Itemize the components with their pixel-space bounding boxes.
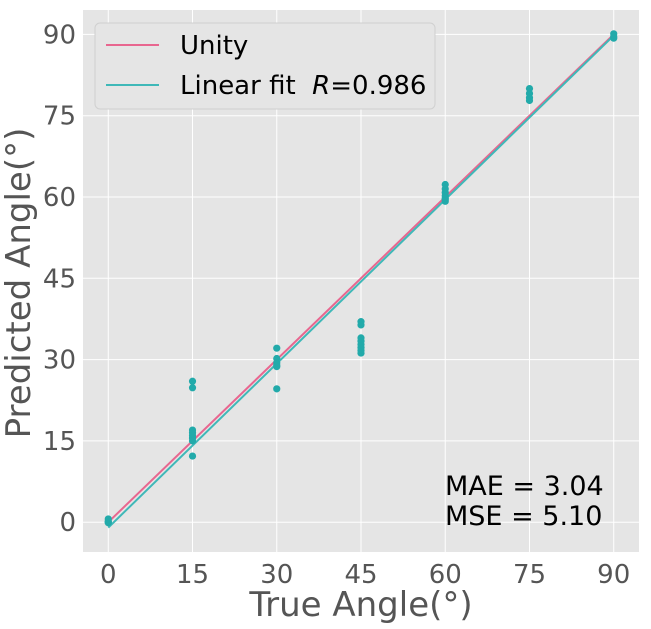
x-tick-label: 60 xyxy=(429,560,462,590)
legend-label-unity: Unity xyxy=(180,31,248,61)
annotation-mse: MSE = 5.10 xyxy=(445,501,602,532)
data-point xyxy=(188,384,197,392)
legend-label-linear-fit-r: R xyxy=(312,71,330,101)
data-point xyxy=(357,321,365,329)
data-point xyxy=(273,363,281,371)
x-tick-labels: 0 15 30 45 60 75 90 xyxy=(100,560,630,590)
y-tick-label: 0 xyxy=(59,508,76,538)
x-tick-label: 15 xyxy=(176,560,209,590)
legend: Unity Linear fit R=0.986 xyxy=(94,22,436,110)
legend-label-linear-fit: Linear fit R=0.986 xyxy=(180,71,426,101)
x-tick-label: 0 xyxy=(100,560,117,590)
data-point xyxy=(525,96,534,105)
linear-fit-line xyxy=(107,34,615,529)
x-tick-label: 45 xyxy=(344,560,377,590)
y-tick-label: 90 xyxy=(43,20,76,50)
annotation-mae: MAE = 3.04 xyxy=(445,471,604,502)
data-point xyxy=(273,385,281,393)
y-tick-label: 45 xyxy=(43,264,76,294)
legend-box xyxy=(94,22,436,110)
y-tick-label: 15 xyxy=(43,427,76,457)
legend-label-linear-fit-prefix: Linear fit xyxy=(180,71,312,101)
data-points xyxy=(104,30,618,527)
data-point xyxy=(357,349,365,357)
y-tick-label: 30 xyxy=(43,346,76,376)
data-point xyxy=(104,518,112,526)
data-point xyxy=(188,452,197,460)
y-tick-label: 75 xyxy=(43,102,76,132)
data-point xyxy=(610,34,618,42)
x-tick-label: 90 xyxy=(597,560,630,590)
x-tick-label: 75 xyxy=(513,560,546,590)
y-tick-labels: 0 15 30 45 60 75 90 xyxy=(43,20,76,538)
data-point xyxy=(273,344,281,352)
x-tick-label: 30 xyxy=(260,560,293,590)
data-point xyxy=(441,197,449,205)
y-tick-label: 60 xyxy=(43,183,76,213)
data-point xyxy=(188,377,197,385)
legend-label-linear-fit-value: =0.986 xyxy=(330,71,426,101)
y-axis-title: Predicted Angle(°) xyxy=(0,128,39,439)
data-point xyxy=(188,437,197,445)
x-axis-title: True Angle(°) xyxy=(248,585,472,625)
